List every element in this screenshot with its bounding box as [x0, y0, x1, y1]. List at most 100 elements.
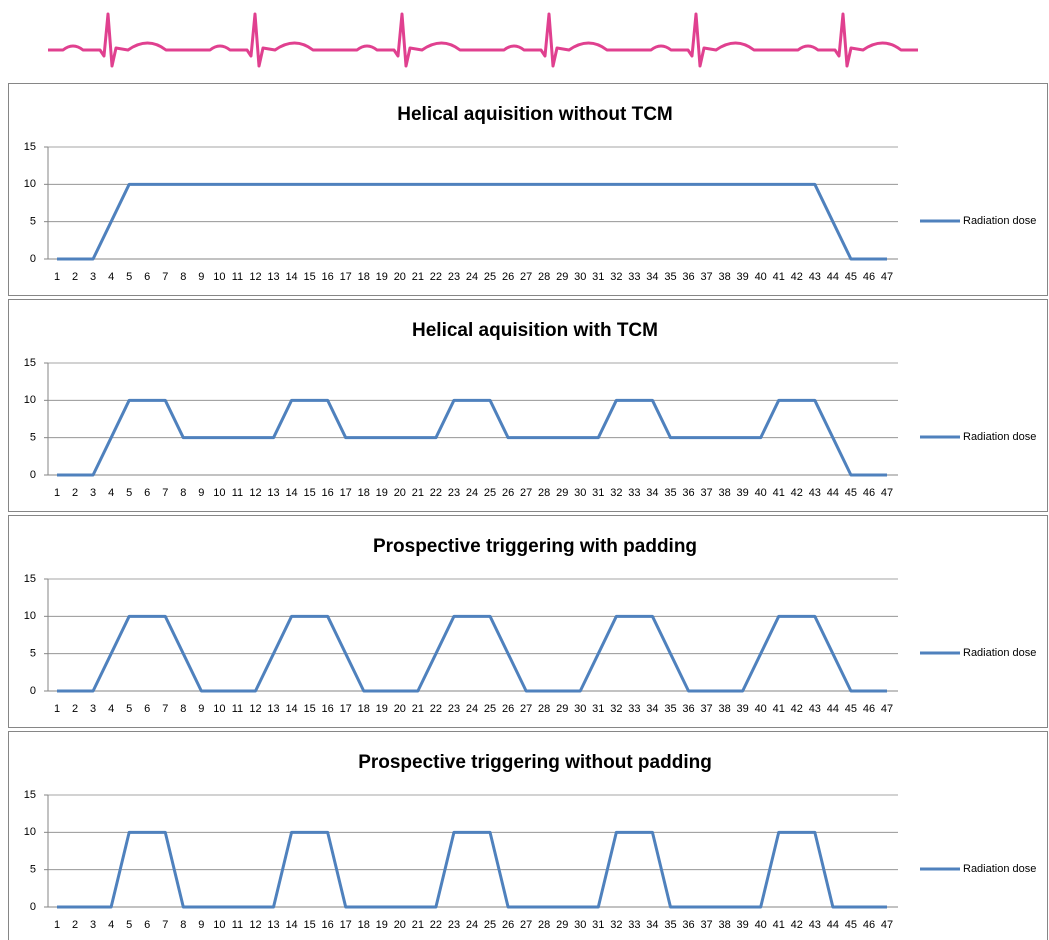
x-tick-label: 24	[466, 271, 478, 283]
x-tick-label: 42	[791, 271, 803, 283]
x-tick-label: 8	[180, 271, 186, 283]
x-tick-label: 4	[108, 703, 114, 715]
x-tick-label: 16	[322, 271, 334, 283]
x-tick-label: 32	[610, 919, 622, 931]
x-tick-label: 28	[538, 487, 550, 499]
x-tick-label: 42	[791, 487, 803, 499]
x-tick-label: 27	[520, 919, 532, 931]
x-tick-label: 38	[718, 271, 730, 283]
x-tick-label: 43	[809, 703, 821, 715]
x-tick-label: 39	[737, 703, 749, 715]
x-tick-label: 37	[700, 487, 712, 499]
x-tick-label: 43	[809, 271, 821, 283]
x-tick-label: 1	[54, 487, 60, 499]
x-tick-label: 20	[394, 487, 406, 499]
x-tick-label: 12	[249, 271, 261, 283]
x-tick-label: 3	[90, 487, 96, 499]
x-tick-label: 21	[412, 487, 424, 499]
x-tick-label: 43	[809, 919, 821, 931]
legend-label: Radiation dose	[963, 647, 1036, 659]
x-tick-label: 36	[682, 703, 694, 715]
x-tick-label: 32	[610, 487, 622, 499]
x-tick-label: 39	[737, 271, 749, 283]
chart-panel: Prospective triggering without padding 0 5…	[8, 731, 1048, 940]
x-tick-label: 32	[610, 271, 622, 283]
x-tick-label: 18	[358, 919, 370, 931]
x-tick-label: 29	[556, 703, 568, 715]
x-tick-label: 38	[718, 919, 730, 931]
x-tick-label: 44	[827, 919, 839, 931]
x-tick-label: 4	[108, 919, 114, 931]
x-tick-label: 14	[285, 487, 297, 499]
x-tick-label: 47	[881, 487, 893, 499]
x-tick-label: 6	[144, 271, 150, 283]
x-tick-label: 31	[592, 271, 604, 283]
x-tick-label: 28	[538, 271, 550, 283]
x-tick-label: 15	[303, 271, 315, 283]
x-tick-label: 41	[773, 919, 785, 931]
x-tick-label: 19	[376, 919, 388, 931]
x-tick-label: 5	[126, 703, 132, 715]
x-tick-label: 30	[574, 487, 586, 499]
x-tick-label: 9	[198, 703, 204, 715]
x-tick-label: 18	[358, 487, 370, 499]
x-tick-label: 23	[448, 271, 460, 283]
x-tick-label: 17	[340, 919, 352, 931]
x-tick-label: 27	[520, 703, 532, 715]
x-tick-label: 31	[592, 703, 604, 715]
chart-title: Prospective triggering with padding	[373, 536, 697, 557]
x-tick-label: 3	[90, 919, 96, 931]
x-tick-label: 2	[72, 271, 78, 283]
x-tick-label: 41	[773, 487, 785, 499]
x-tick-label: 35	[664, 271, 676, 283]
data-line	[57, 614, 887, 693]
x-tick-label: 12	[249, 919, 261, 931]
x-tick-label: 32	[610, 703, 622, 715]
legend-label: Radiation dose	[963, 215, 1036, 227]
x-tick-label: 5	[126, 271, 132, 283]
x-tick-label: 1	[54, 919, 60, 931]
x-tick-label: 19	[376, 703, 388, 715]
x-tick-label: 37	[700, 271, 712, 283]
x-tick-label: 20	[394, 919, 406, 931]
x-tick-label: 11	[232, 487, 243, 499]
x-tick-label: 40	[755, 703, 767, 715]
x-tick-label: 22	[430, 271, 442, 283]
x-tick-label: 45	[845, 487, 857, 499]
y-tick-label: 15	[24, 357, 36, 369]
x-tick-label: 24	[466, 487, 478, 499]
x-tick-label: 40	[755, 487, 767, 499]
x-tick-label: 46	[863, 919, 875, 931]
x-tick-label: 13	[267, 487, 279, 499]
x-tick-label: 11	[232, 271, 243, 283]
x-tick-label: 35	[664, 919, 676, 931]
x-tick-label: 17	[340, 271, 352, 283]
x-tick-label: 3	[90, 271, 96, 283]
x-tick-label: 10	[213, 919, 225, 931]
x-tick-label: 15	[303, 487, 315, 499]
x-tick-label: 31	[592, 487, 604, 499]
x-tick-label: 20	[394, 271, 406, 283]
x-tick-label: 34	[646, 919, 658, 931]
x-tick-label: 10	[213, 487, 225, 499]
x-tick-label: 15	[303, 919, 315, 931]
x-tick-label: 7	[162, 271, 168, 283]
x-tick-label: 14	[285, 703, 297, 715]
x-tick-label: 26	[502, 703, 514, 715]
x-tick-label: 9	[198, 919, 204, 931]
x-tick-label: 22	[430, 919, 442, 931]
y-tick-label: 5	[30, 216, 36, 228]
x-tick-label: 27	[520, 271, 532, 283]
x-tick-label: 43	[809, 487, 821, 499]
x-tick-label: 29	[556, 919, 568, 931]
x-tick-label: 31	[592, 919, 604, 931]
x-tick-label: 25	[484, 703, 496, 715]
x-tick-label: 44	[827, 271, 839, 283]
x-tick-label: 26	[502, 487, 514, 499]
x-tick-label: 47	[881, 919, 893, 931]
x-tick-label: 34	[646, 487, 658, 499]
y-tick-label: 15	[24, 141, 36, 153]
